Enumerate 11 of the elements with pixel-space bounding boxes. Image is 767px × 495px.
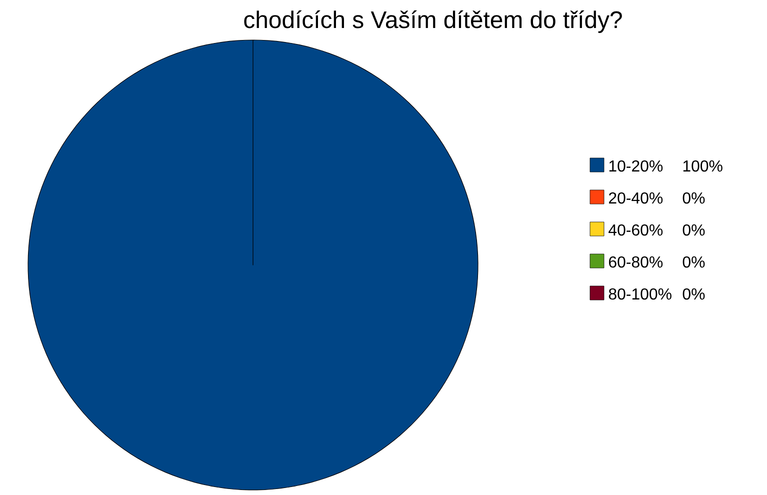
chart-title: chodících s Vaším dítětem do třídy? bbox=[244, 10, 622, 33]
legend-label: 60-80% bbox=[609, 256, 663, 268]
data-label: 100% bbox=[683, 160, 722, 172]
legend-label: 40-60% bbox=[608, 224, 663, 236]
text: 0% bbox=[682, 224, 705, 236]
text: 0% bbox=[682, 192, 705, 204]
text: 0% bbox=[682, 288, 705, 300]
legend-label: 10-20% bbox=[609, 160, 663, 172]
legend-label: 80-100% bbox=[608, 288, 672, 300]
legend-label: 20-40% bbox=[609, 192, 663, 204]
text: 0% bbox=[682, 256, 705, 268]
